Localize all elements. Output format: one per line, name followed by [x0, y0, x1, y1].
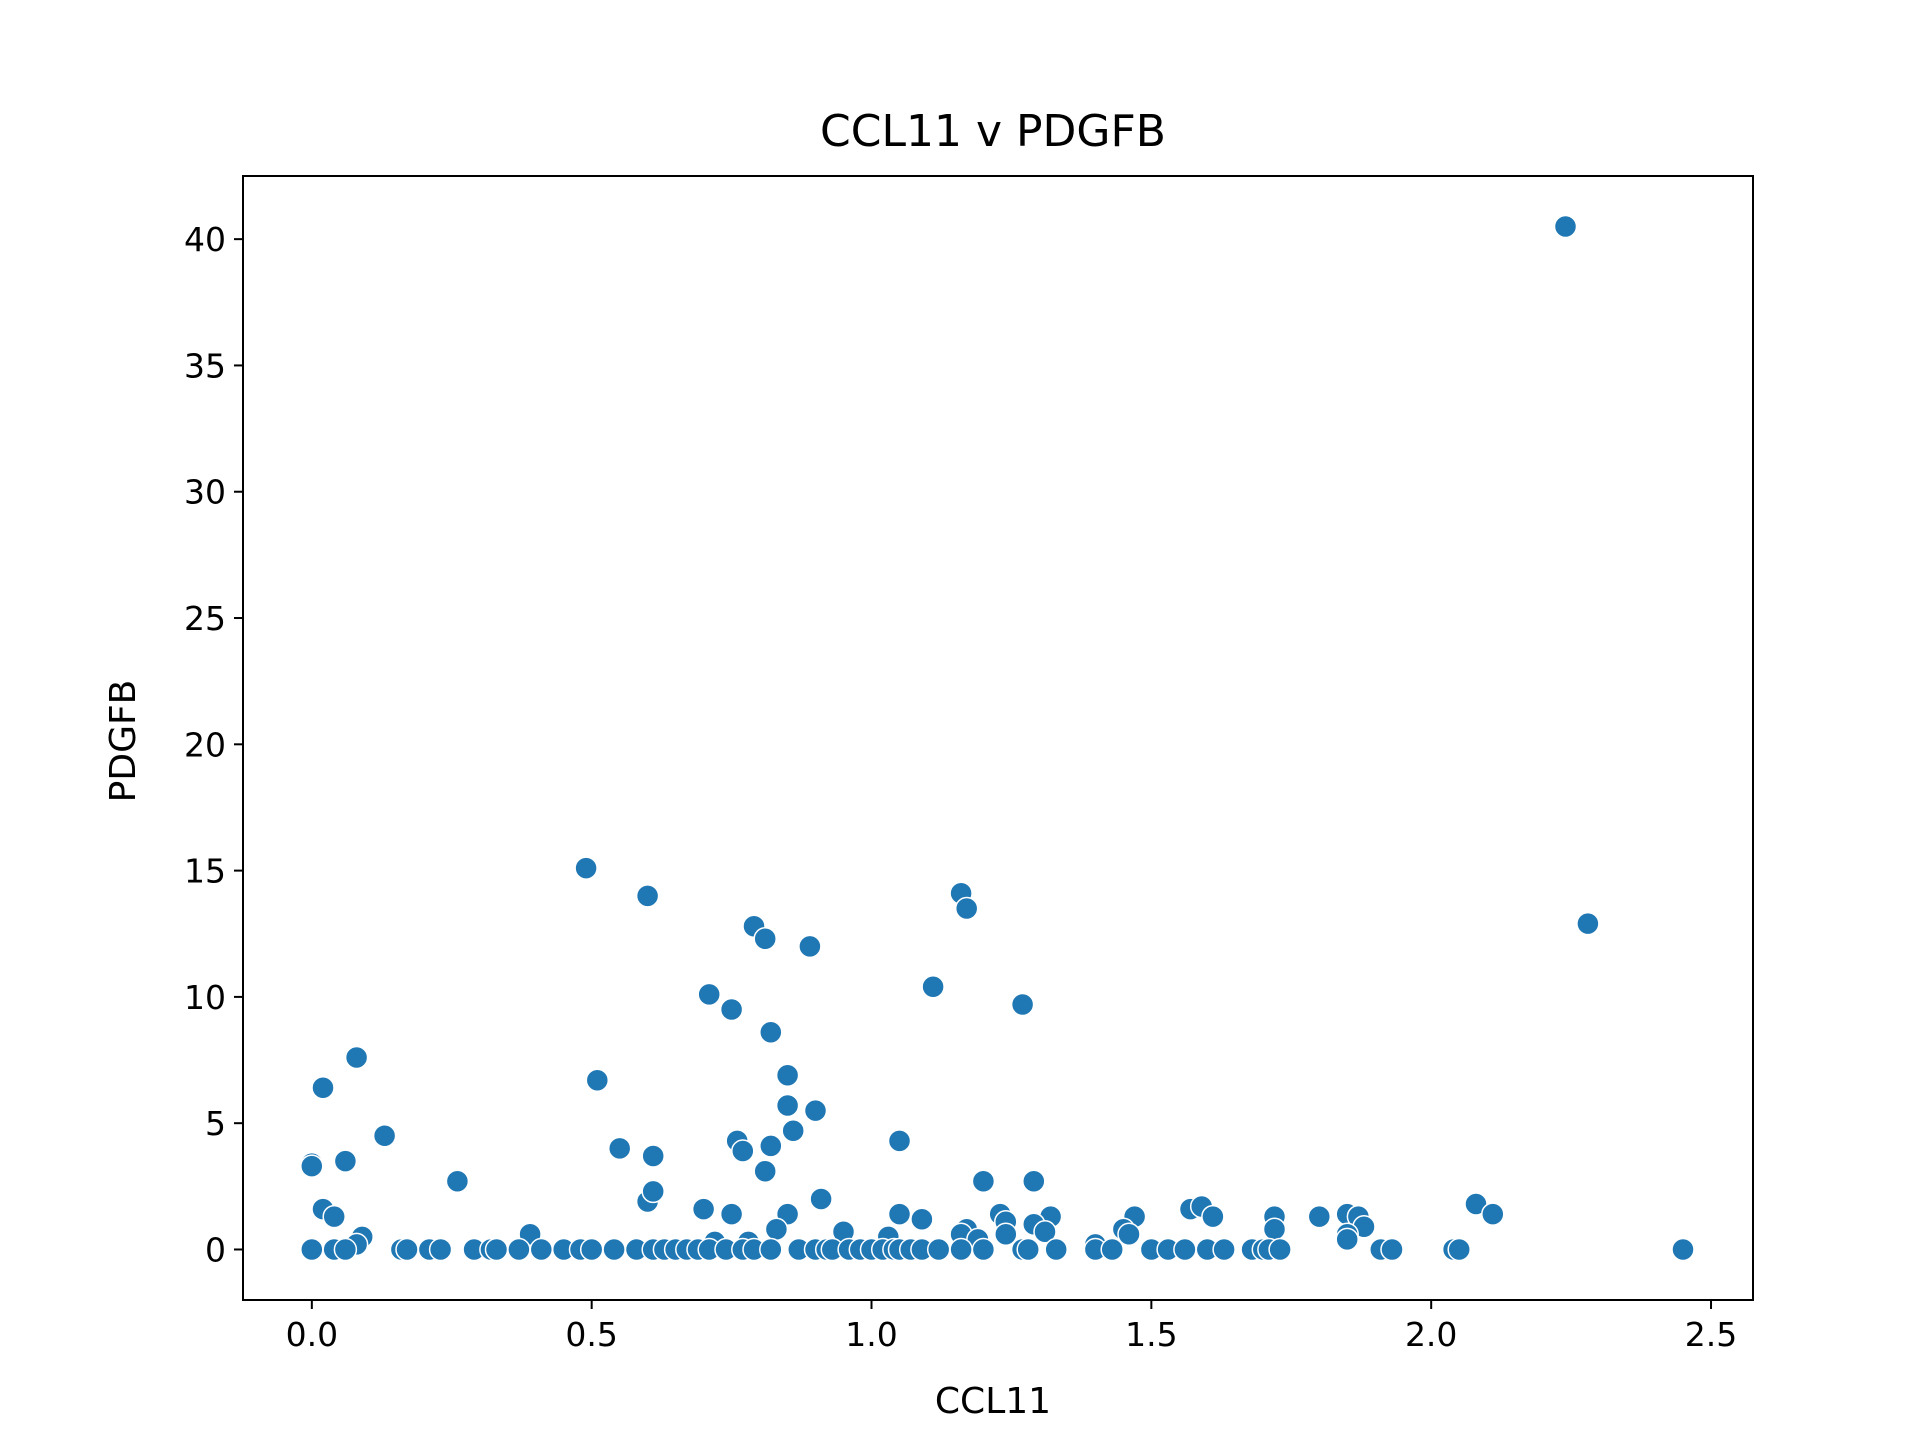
data-point: [926, 1237, 951, 1262]
y-axis-label: PDGFB: [103, 680, 144, 803]
data-point: [602, 1237, 626, 1262]
data-point: [579, 1237, 604, 1262]
x-tick-label: 2.0: [1405, 1315, 1457, 1354]
data-point: [1262, 1217, 1287, 1242]
data-point: [1447, 1237, 1471, 1262]
data-point: [781, 1119, 805, 1143]
data-point: [585, 1068, 610, 1093]
data-point: [333, 1149, 358, 1173]
data-point: [764, 1217, 789, 1242]
data-point: [809, 1187, 833, 1211]
x-axis-label: CCL11: [935, 1381, 1051, 1422]
data-point: [949, 1237, 973, 1262]
data-point: [300, 1237, 324, 1262]
data-point: [507, 1237, 531, 1262]
data-point: [1010, 992, 1035, 1017]
data-point: [1671, 1237, 1695, 1262]
data-point: [1212, 1237, 1236, 1262]
data-point: [311, 1076, 335, 1100]
data-point: [775, 1093, 800, 1118]
data-point: [641, 1144, 665, 1168]
x-tick-label: 0.0: [286, 1315, 338, 1354]
y-axis-ticks: 0 5 10 15 20 25 30 35 40: [184, 220, 243, 1269]
data-point: [1576, 911, 1600, 936]
y-tick-label: 40: [184, 220, 226, 259]
data-point: [641, 1179, 665, 1204]
data-point: [798, 934, 822, 959]
data-point: [1380, 1237, 1404, 1262]
data-point: [994, 1222, 1018, 1247]
data-point: [1268, 1237, 1292, 1262]
plot-area-frame: [242, 175, 1754, 1301]
data-point: [731, 1139, 755, 1163]
data-point: [635, 884, 660, 908]
y-tick-label: 0: [205, 1230, 226, 1269]
x-tick-label: 0.5: [565, 1315, 617, 1354]
data-point: [1307, 1204, 1332, 1229]
data-point: [445, 1169, 470, 1194]
data-point: [753, 927, 777, 951]
data-point: [971, 1169, 996, 1194]
data-point: [803, 1098, 828, 1123]
data-point: [719, 997, 744, 1022]
x-axis-ticks: 0.0 0.5 1.0 1.5 2.0 2.5: [286, 1300, 1737, 1354]
y-tick-label: 30: [184, 473, 226, 512]
y-tick-label: 5: [205, 1104, 226, 1143]
data-point: [395, 1237, 419, 1262]
data-point: [574, 856, 598, 880]
data-point: [428, 1237, 453, 1262]
data-point: [719, 1202, 744, 1226]
data-point: [954, 896, 979, 921]
data-point: [1117, 1222, 1141, 1247]
x-tick-label: 1.5: [1125, 1315, 1177, 1354]
data-point: [372, 1124, 397, 1148]
data-point: [697, 982, 721, 1007]
data-point: [1016, 1237, 1040, 1262]
data-point: [1201, 1204, 1225, 1229]
data-point: [322, 1204, 346, 1229]
data-points: [300, 214, 1695, 1262]
y-tick-label: 20: [184, 725, 226, 764]
data-point: [1335, 1227, 1359, 1252]
data-point: [607, 1136, 632, 1161]
data-point: [300, 1154, 324, 1178]
data-point: [344, 1045, 369, 1070]
data-point: [775, 1063, 800, 1087]
data-point: [921, 975, 945, 999]
data-point: [1044, 1237, 1068, 1262]
data-point: [1033, 1220, 1057, 1244]
data-point: [753, 1159, 777, 1183]
y-tick-label: 25: [184, 599, 226, 638]
data-point: [484, 1237, 509, 1262]
data-point: [529, 1237, 554, 1262]
data-point: [887, 1129, 912, 1153]
chart-title: CCL11 v PDGFB: [820, 106, 1166, 157]
data-point: [333, 1237, 358, 1262]
data-point: [1173, 1237, 1197, 1262]
data-point: [759, 1237, 783, 1262]
data-point: [759, 1134, 783, 1158]
data-point: [971, 1237, 996, 1262]
y-tick-label: 10: [184, 978, 226, 1017]
data-point: [1481, 1202, 1505, 1226]
data-point: [691, 1197, 716, 1221]
x-tick-label: 1.0: [845, 1315, 897, 1354]
data-point: [910, 1207, 934, 1231]
data-point: [1100, 1237, 1124, 1262]
x-tick-label: 2.5: [1685, 1315, 1737, 1354]
data-point: [887, 1202, 912, 1226]
y-tick-label: 15: [184, 852, 226, 891]
data-point: [759, 1020, 783, 1045]
data-point: [1022, 1169, 1046, 1194]
data-point: [1553, 214, 1578, 239]
y-tick-label: 35: [184, 346, 226, 385]
